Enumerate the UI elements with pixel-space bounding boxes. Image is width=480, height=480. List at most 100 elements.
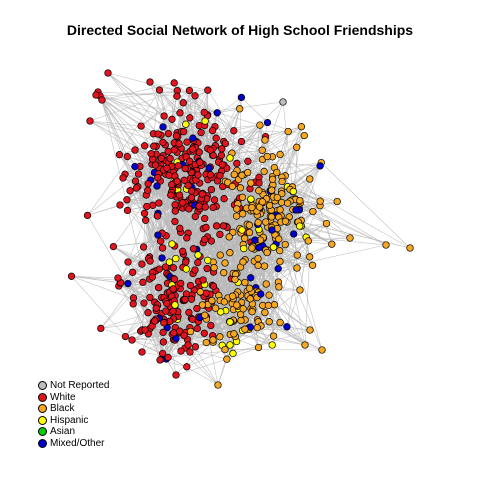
- student-node: [184, 341, 192, 349]
- student-node: [233, 159, 241, 168]
- student-node: [237, 93, 246, 102]
- student-node: [268, 341, 276, 349]
- student-node: [238, 193, 247, 201]
- friendship-edge: [87, 215, 129, 284]
- student-node: [254, 261, 262, 270]
- student-node: [149, 201, 157, 209]
- student-node: [196, 158, 204, 166]
- student-node: [194, 251, 202, 259]
- friendship-edge: [119, 89, 160, 155]
- student-node: [240, 244, 248, 253]
- student-node: [164, 353, 172, 362]
- student-node: [172, 371, 180, 379]
- student-node: [248, 308, 256, 316]
- student-node: [230, 127, 238, 135]
- student-node: [152, 304, 160, 312]
- student-node: [144, 309, 152, 317]
- student-node: [256, 121, 264, 129]
- friendship-edge: [231, 149, 263, 154]
- student-node: [270, 301, 279, 309]
- friendship-edge: [100, 282, 144, 329]
- student-node: [156, 356, 164, 364]
- student-node: [276, 257, 284, 266]
- student-node: [140, 209, 149, 218]
- student-node: [241, 234, 249, 242]
- student-node: [216, 333, 224, 341]
- friendship-edge: [127, 240, 161, 263]
- friendship-edge: [140, 321, 231, 332]
- friendship-edge: [107, 72, 165, 117]
- student-node: [268, 186, 276, 194]
- friendship-edge: [157, 215, 298, 269]
- student-node: [128, 268, 137, 276]
- legend-item-not-reported: Not Reported: [38, 380, 109, 392]
- legend-swatch: [38, 381, 47, 391]
- friendship-edge: [101, 90, 178, 101]
- student-node: [204, 86, 212, 94]
- legend-swatch: [38, 404, 47, 414]
- student-node: [139, 278, 147, 286]
- student-node: [171, 207, 179, 215]
- student-node: [208, 126, 217, 135]
- student-node: [154, 174, 162, 182]
- student-node: [191, 343, 200, 351]
- student-node: [219, 222, 228, 230]
- friendship-edge: [71, 276, 126, 337]
- student-node: [203, 264, 211, 273]
- student-node: [175, 140, 183, 148]
- friendship-edge: [101, 99, 128, 157]
- student-node: [137, 122, 145, 130]
- student-node: [232, 212, 241, 220]
- friendship-edge: [132, 303, 146, 331]
- student-node: [231, 275, 239, 284]
- student-node: [153, 182, 161, 190]
- student-node: [318, 346, 326, 354]
- friendship-edge: [117, 277, 143, 283]
- student-node: [198, 190, 206, 198]
- student-node: [225, 233, 233, 241]
- student-node: [201, 203, 209, 211]
- student-node: [267, 213, 276, 221]
- student-node: [274, 265, 282, 273]
- student-node: [253, 324, 261, 332]
- student-node: [308, 261, 317, 269]
- friendship-edge: [247, 139, 266, 173]
- student-node: [189, 134, 197, 142]
- friendship-edge: [87, 204, 121, 216]
- student-node: [159, 123, 167, 131]
- student-node: [211, 304, 220, 312]
- student-node: [187, 193, 196, 202]
- student-node: [150, 142, 158, 150]
- student-node: [147, 150, 155, 158]
- student-node: [193, 304, 201, 313]
- friendship-edge: [117, 261, 170, 279]
- student-node: [146, 78, 154, 86]
- student-node: [180, 128, 188, 136]
- friendship-edge: [225, 124, 261, 144]
- friendship-edge: [299, 240, 309, 291]
- student-node: [148, 273, 157, 281]
- student-node: [114, 274, 122, 282]
- student-node: [275, 283, 283, 291]
- friendship-edge: [304, 256, 310, 346]
- student-node: [316, 197, 324, 205]
- student-node: [172, 254, 180, 263]
- friendship-edge: [107, 72, 164, 128]
- student-node: [283, 323, 291, 331]
- student-node: [193, 324, 201, 333]
- friendship-edge: [131, 339, 163, 354]
- student-node: [129, 300, 137, 308]
- student-node: [183, 234, 191, 242]
- student-node: [195, 148, 203, 156]
- student-node: [158, 254, 166, 262]
- student-node: [154, 231, 162, 239]
- student-node: [155, 199, 163, 207]
- friendship-edge: [95, 94, 153, 165]
- student-node: [146, 257, 154, 265]
- student-node: [296, 222, 304, 230]
- student-node: [230, 330, 238, 338]
- student-node: [263, 118, 272, 127]
- student-node: [204, 256, 212, 264]
- student-node: [212, 222, 221, 230]
- legend-item-asian: Asian: [38, 426, 109, 438]
